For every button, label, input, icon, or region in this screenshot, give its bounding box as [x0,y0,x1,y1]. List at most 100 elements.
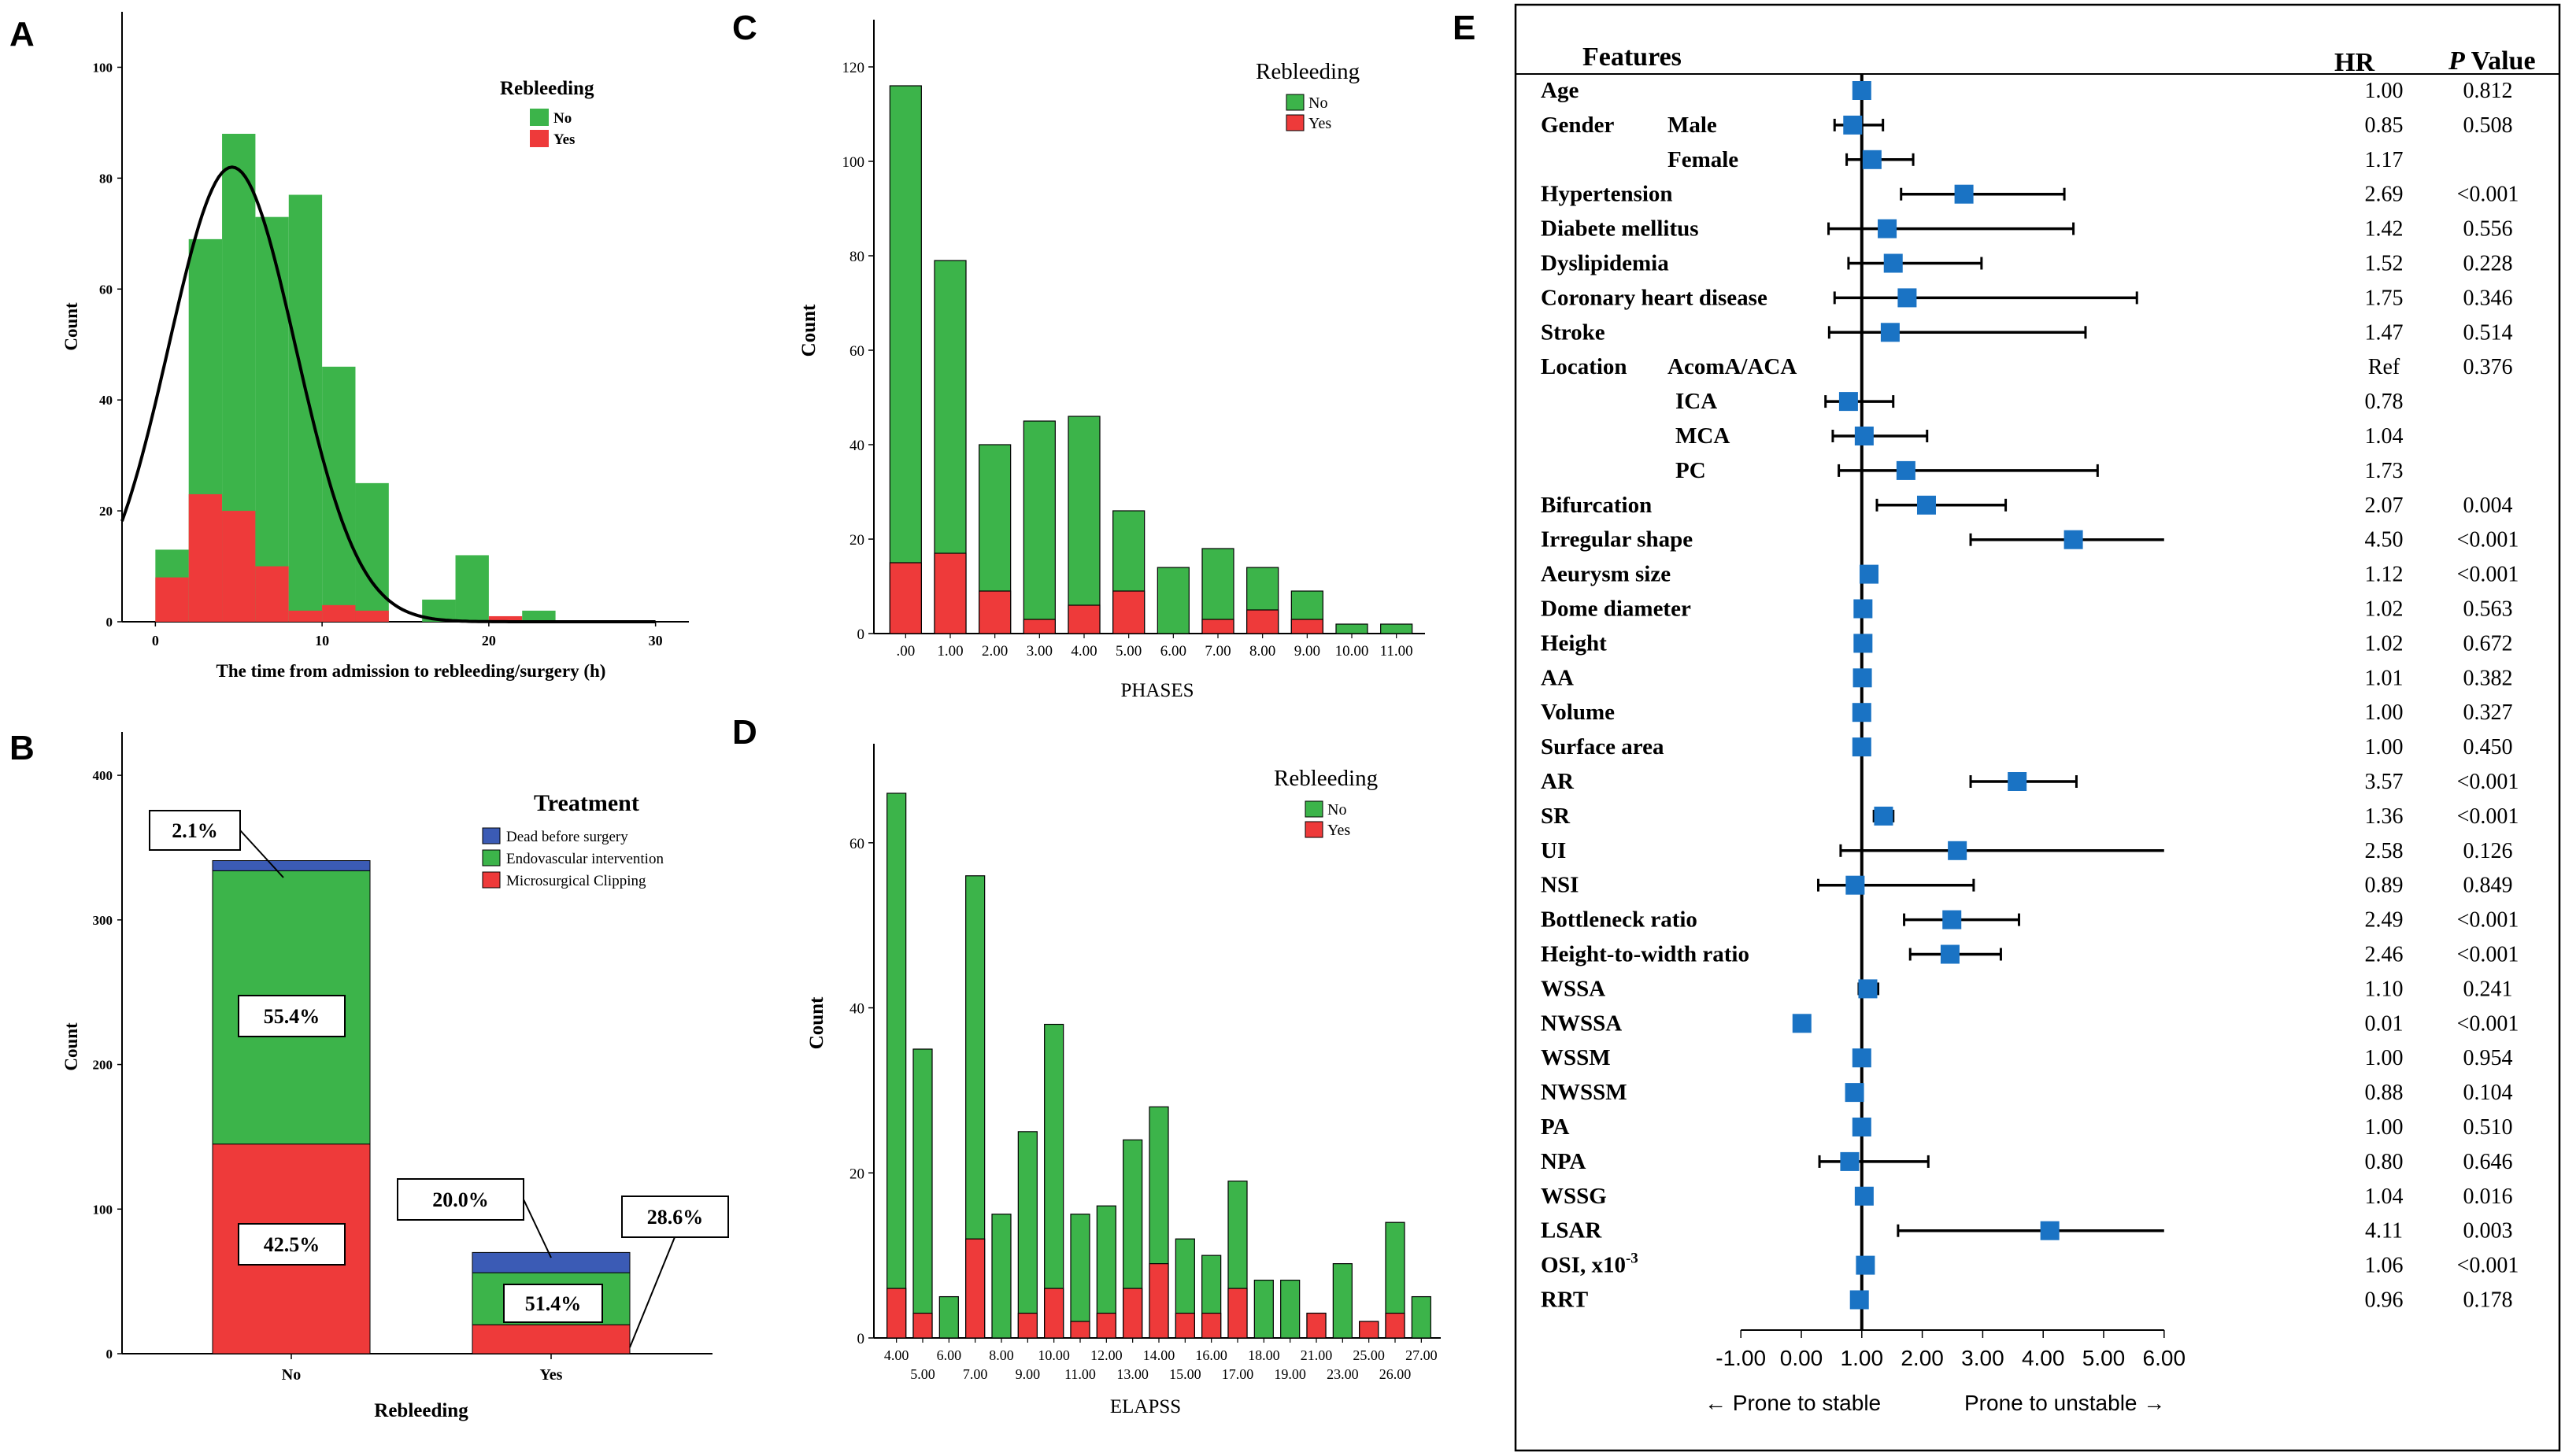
forest-row-hr: 2.69 [2365,183,2404,207]
forest-row-subgroup: AcomA/ACA [1667,354,1797,379]
bar-yes [1175,1312,1195,1339]
forest-row-hr: 1.02 [2365,597,2404,622]
panel-b-annotation-leader [629,1236,675,1348]
panel-d-ylabel: Count [806,996,827,1049]
forest-x-tick-label: 1.00 [1841,1346,1884,1370]
forest-row-p: 0.954 [2463,1046,2513,1070]
forest-row-feature: NWSSA [1541,1011,1622,1036]
forest-row-hr: Ref [2368,355,2400,379]
forest-row-feature: Stroke [1541,320,1605,345]
bar-yes [1385,1312,1405,1339]
y-tick-label: 60 [849,343,864,360]
panel-b-annotation-label: 42.5% [264,1233,320,1256]
panel-a-y-tick-label: 0 [106,615,113,630]
forest-row-p: 0.382 [2463,666,2513,690]
bar-no [1335,623,1368,634]
bar-no [886,793,907,1339]
x-tick-label: 3.00 [1027,643,1053,660]
panel-b-annotation-label: 20.0% [432,1188,489,1211]
x-tick-label: 9.00 [1294,643,1320,660]
bar-no [1023,420,1056,634]
forest-row-feature: Age [1541,78,1579,103]
y-tick-label: 40 [849,438,864,454]
panel-a-y-tick-label: 100 [93,60,113,75]
bar-no [938,1295,959,1339]
panel-b-y-tick-label: 0 [106,1347,113,1362]
forest-row-hr: 0.80 [2365,1150,2404,1174]
panel-label-b: B [9,729,35,767]
x-tick-label: 12.00 [1090,1347,1123,1363]
panel-b-bar-yes-2 [472,1251,631,1273]
forest-row-feature: Height-to-width ratio [1541,942,1749,967]
x-tick-label: 13.00 [1116,1366,1149,1382]
forest-row-feature: OSI, x10-3 [1541,1251,1638,1278]
forest-hr-marker [1854,1186,1874,1206]
panel-b-xlabel: Rebleeding [374,1400,468,1421]
forest-row-p: 0.228 [2463,252,2513,276]
forest-row-hr: 1.06 [2365,1254,2404,1278]
forest-row-feature: NPA [1541,1149,1586,1174]
forest-row-feature: Location [1541,354,1627,379]
panel-label-c: C [732,9,757,47]
panel-a-legend-swatch-yes [530,130,549,147]
panel-a-bar-no [522,610,556,622]
x-tick-label: 6.00 [937,1347,962,1363]
panel-b-x-tick-label: Yes [540,1366,563,1384]
forest-row-p: <0.001 [2457,804,2519,829]
panel-b-legend-swatch [482,827,501,844]
y-tick-label: 120 [842,60,865,76]
panel-b-y-tick-label: 300 [93,913,113,928]
forest-row-p: 0.346 [2463,286,2513,310]
forest-row-hr: 1.00 [2365,1046,2404,1070]
panel-b-annotation-box [503,1284,603,1323]
x-tick-label: 4.00 [1071,643,1097,660]
forest-row-feature: Diabete mellitus [1541,216,1699,242]
panel-b-y-tick-label: 100 [93,1202,113,1217]
forest-hr-marker [1852,81,1871,100]
legend-swatch-no [1286,94,1305,111]
forest-hr-marker [1845,1083,1864,1103]
forest-row-hr: 1.04 [2365,1184,2404,1209]
forest-row-p: 0.514 [2463,320,2513,345]
forest-hr-marker [1852,737,1871,757]
forest-row-hr: 3.57 [2365,770,2404,794]
bar-no [1157,567,1190,634]
x-tick-label: 26.00 [1379,1366,1412,1382]
forest-right-caption: Prone to unstable → [1964,1391,2165,1415]
panel-b-legend-swatch [482,849,501,867]
forest-hr-marker [1940,944,1960,964]
x-tick-label: 6.00 [1160,643,1186,660]
panel-b-legend-label: Endovascular intervention [506,851,664,867]
panel-a-x-tick-label: 0 [152,633,159,649]
forest-hr-marker [1852,703,1871,722]
forest-row-p: 0.672 [2463,631,2513,656]
x-tick-label: 11.00 [1380,643,1413,660]
x-tick-label: 14.00 [1143,1347,1175,1363]
forest-hr-marker [1862,150,1882,169]
forest-row-hr: 0.78 [2365,390,2404,414]
legend-swatch-no [1305,800,1323,818]
panel-b-stacked-bar: Rebleeding Count Treatment 0 100 200 300 400… [61,732,729,1421]
bar-yes [1201,1312,1222,1339]
forest-x-tick-label: 3.00 [1961,1346,2004,1370]
x-tick-label: 8.00 [1249,643,1275,660]
forest-row-subgroup: MCA [1675,423,1730,449]
forest-row-p: <0.001 [2457,183,2519,207]
forest-row-feature: LSAR [1541,1218,1602,1244]
forest-row-feature: Gender [1541,113,1615,138]
x-tick-label: 23.00 [1327,1366,1359,1382]
x-tick-label: 21.00 [1301,1347,1333,1363]
forest-hr-marker [1853,599,1873,619]
legend-label-yes: Yes [1308,115,1331,132]
forest-row-hr: 1.42 [2365,217,2404,242]
bar-yes [1044,1288,1064,1339]
forest-row-p: <0.001 [2457,770,2519,794]
panel-b-annotation-box [238,995,346,1037]
forest-hr-marker [1856,1255,1875,1275]
bar-yes [1068,604,1101,634]
panel-a-legend-label-yes: Yes [553,131,575,148]
forest-row-hr: 1.01 [2365,666,2404,690]
forest-row-hr: 1.75 [2365,286,2404,310]
panel-a-legend-swatch-no [530,109,549,126]
panel-c-legend-title: Rebleeding [1256,59,1360,84]
